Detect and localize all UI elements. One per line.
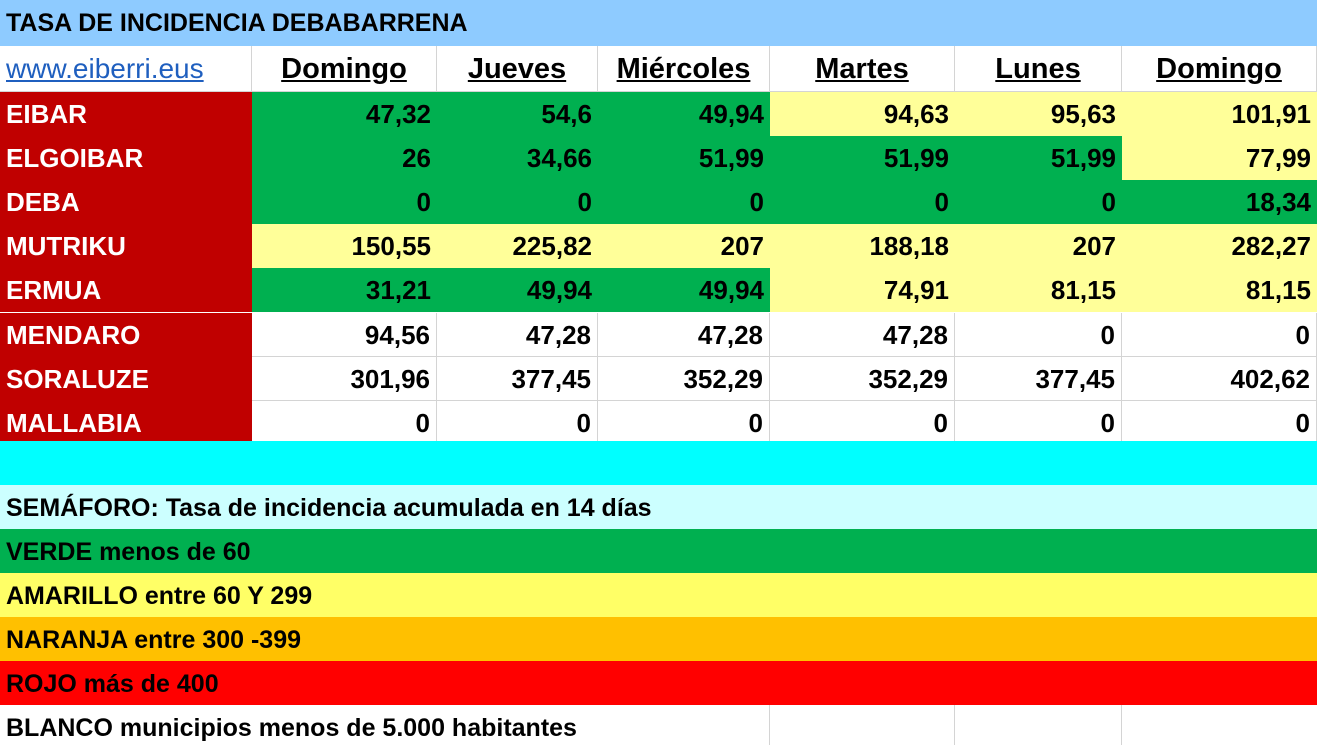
table-row: SORALUZE 301,96 377,45 352,29 352,29 377,45 40… (0, 357, 1317, 401)
rate-cell[interactable]: 207 (955, 224, 1122, 268)
legend-green-text: VERDE menos de 60 (6, 538, 251, 566)
table-row: MUTRIKU 150,55 225,82 207 188,18 207 282,27 (0, 224, 1317, 268)
rate-cell[interactable]: 26 (252, 136, 437, 180)
rate-cell[interactable]: 81,15 (1122, 268, 1317, 312)
municipality-name: ELGOIBAR (0, 136, 252, 180)
header-day-4: Martes (770, 46, 955, 92)
legend-item-yellow: AMARILLO entre 60 Y 299 (0, 573, 1317, 617)
spacer-band (0, 441, 1317, 485)
table-row: EIBAR 47,32 54,6 49,94 94,63 95,63 101,91 (0, 92, 1317, 136)
rate-cell[interactable]: 352,29 (770, 357, 955, 401)
rate-cell[interactable]: 0 (598, 180, 770, 224)
rate-cell[interactable]: 47,28 (437, 313, 598, 357)
legend-white-text: BLANCO municipios menos de 5.000 habitan… (6, 714, 577, 742)
rate-cell[interactable]: 74,91 (770, 268, 955, 312)
legend-yellow-text: AMARILLO entre 60 Y 299 (6, 582, 313, 610)
table-row: ERMUA 31,21 49,94 49,94 74,91 81,15 81,15 (0, 268, 1317, 312)
rate-cell[interactable]: 0 (598, 401, 770, 445)
rate-cell[interactable]: 0 (437, 180, 598, 224)
rate-cell[interactable]: 207 (598, 224, 770, 268)
rate-cell[interactable]: 0 (770, 401, 955, 445)
legend-item-white: BLANCO municipios menos de 5.000 habitan… (0, 705, 1317, 745)
header-day-1: Domingo (252, 46, 437, 92)
rate-cell[interactable]: 54,6 (437, 92, 598, 136)
legend-heading: SEMÁFORO: Tasa de incidencia acumulada e… (0, 485, 1317, 529)
source-link[interactable]: www.eiberri.eus (0, 46, 252, 92)
rate-cell[interactable]: 377,45 (437, 357, 598, 401)
rate-cell[interactable]: 0 (252, 180, 437, 224)
rate-cell[interactable]: 51,99 (955, 136, 1122, 180)
rate-cell[interactable]: 0 (955, 401, 1122, 445)
rate-cell[interactable]: 94,56 (252, 313, 437, 357)
legend-heading-text: SEMÁFORO: Tasa de incidencia acumulada e… (6, 494, 652, 522)
table-row: MENDARO 94,56 47,28 47,28 47,28 0 0 (0, 313, 1317, 357)
municipality-name: DEBA (0, 180, 252, 224)
table-row: DEBA 0 0 0 0 0 18,34 (0, 180, 1317, 224)
rate-cell[interactable]: 51,99 (770, 136, 955, 180)
rate-cell[interactable]: 377,45 (955, 357, 1122, 401)
rate-cell[interactable]: 18,34 (1122, 180, 1317, 224)
rate-cell[interactable]: 49,94 (598, 268, 770, 312)
rate-cell[interactable]: 0 (955, 313, 1122, 357)
table-row: ELGOIBAR 26 34,66 51,99 51,99 51,99 77,99 (0, 136, 1317, 180)
legend-item-red: ROJO más de 400 (0, 661, 1317, 705)
rate-cell[interactable]: 352,29 (598, 357, 770, 401)
rate-cell[interactable]: 47,28 (598, 313, 770, 357)
municipality-name: MUTRIKU (0, 224, 252, 268)
rate-cell[interactable]: 101,91 (1122, 92, 1317, 136)
legend-item-green: VERDE menos de 60 (0, 529, 1317, 573)
legend-red-text: ROJO más de 400 (6, 670, 219, 698)
rate-cell[interactable]: 95,63 (955, 92, 1122, 136)
rate-cell[interactable]: 49,94 (598, 92, 770, 136)
rate-cell[interactable]: 94,63 (770, 92, 955, 136)
rate-cell[interactable]: 47,28 (770, 313, 955, 357)
municipality-name: EIBAR (0, 92, 252, 136)
rate-cell[interactable]: 0 (437, 401, 598, 445)
title-bar: TASA DE INCIDENCIA DEBABARRENA (0, 0, 1317, 46)
table-row: MALLABIA 0 0 0 0 0 0 (0, 401, 1317, 445)
rate-cell[interactable]: 188,18 (770, 224, 955, 268)
municipality-name: ERMUA (0, 268, 252, 312)
rate-cell[interactable]: 49,94 (437, 268, 598, 312)
header-row: www.eiberri.eus Domingo Jueves Miércoles… (0, 46, 1317, 92)
rate-cell[interactable]: 225,82 (437, 224, 598, 268)
legend-item-orange: NARANJA entre 300 -399 (0, 617, 1317, 661)
rate-cell[interactable]: 77,99 (1122, 136, 1317, 180)
rate-cell[interactable]: 34,66 (437, 136, 598, 180)
rate-cell[interactable]: 81,15 (955, 268, 1122, 312)
rate-cell[interactable]: 51,99 (598, 136, 770, 180)
rate-cell[interactable]: 150,55 (252, 224, 437, 268)
rate-cell[interactable]: 0 (252, 401, 437, 445)
sheet-title: TASA DE INCIDENCIA DEBABARRENA (6, 9, 468, 37)
rate-cell[interactable]: 282,27 (1122, 224, 1317, 268)
header-day-2: Jueves (437, 46, 598, 92)
rate-cell[interactable]: 0 (955, 180, 1122, 224)
legend-orange-text: NARANJA entre 300 -399 (6, 626, 302, 654)
municipality-name: SORALUZE (0, 357, 252, 401)
rate-cell[interactable]: 0 (1122, 401, 1317, 445)
rate-cell[interactable]: 0 (770, 180, 955, 224)
header-day-5: Lunes (955, 46, 1122, 92)
header-day-3: Miércoles (598, 46, 770, 92)
rate-cell[interactable]: 31,21 (252, 268, 437, 312)
rate-cell[interactable]: 0 (1122, 313, 1317, 357)
rate-cell[interactable]: 402,62 (1122, 357, 1317, 401)
rate-cell[interactable]: 301,96 (252, 357, 437, 401)
municipality-name: MENDARO (0, 313, 252, 357)
municipality-name: MALLABIA (0, 401, 252, 445)
rate-cell[interactable]: 47,32 (252, 92, 437, 136)
header-day-6: Domingo (1122, 46, 1317, 92)
